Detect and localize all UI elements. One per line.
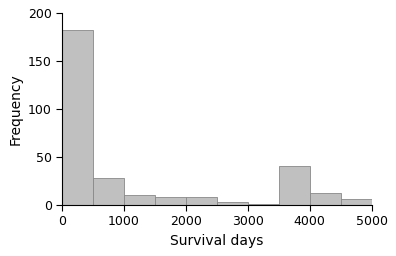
Bar — [186, 197, 217, 205]
Bar — [62, 30, 93, 205]
Y-axis label: Frequency: Frequency — [8, 73, 22, 145]
Bar — [124, 195, 155, 205]
Bar — [310, 193, 341, 205]
Bar — [93, 178, 124, 205]
Bar — [341, 199, 372, 205]
Bar — [155, 197, 186, 205]
Bar — [217, 202, 248, 205]
X-axis label: Survival days: Survival days — [170, 234, 264, 248]
Bar — [248, 204, 279, 205]
Bar — [279, 166, 310, 205]
